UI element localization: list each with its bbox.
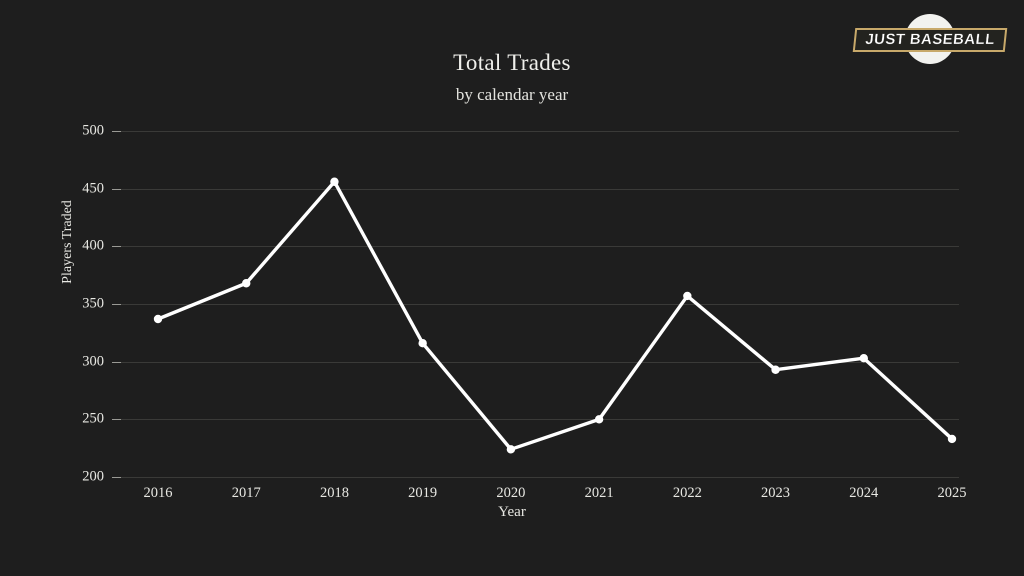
gridline bbox=[121, 477, 959, 478]
y-tick-mark bbox=[112, 131, 121, 132]
gridline bbox=[121, 131, 959, 132]
just-baseball-logo: JUST BASEBALL bbox=[852, 14, 1008, 66]
data-point-marker: 2025: 233 bbox=[947, 434, 957, 444]
x-tick-label: 2025 bbox=[937, 485, 967, 501]
plot-area: 2016: 337 2017: 368 2018: 456 2019: 316 2020… bbox=[121, 131, 959, 478]
y-tick-mark bbox=[112, 361, 121, 363]
data-point-marker: 2016: 337 bbox=[153, 314, 163, 324]
data-point-marker: 2024: 303 bbox=[859, 354, 868, 363]
x-tick-label: 2018 bbox=[319, 485, 349, 501]
y-tick-mark bbox=[112, 419, 121, 421]
data-point-marker: 2017: 368 bbox=[242, 279, 251, 288]
data-point-marker: 2023: 293 bbox=[771, 365, 780, 374]
y-tick-mark bbox=[112, 304, 121, 305]
x-tick-label: 2022 bbox=[672, 485, 702, 501]
y-tick-label: 200 bbox=[82, 468, 104, 485]
data-point-marker: 2020: 224 bbox=[506, 445, 516, 454]
chart-title: Total Trades bbox=[453, 50, 571, 75]
x-tick-label: 2023 bbox=[761, 485, 791, 501]
x-tick-label: 2019 bbox=[408, 485, 438, 501]
y-tick-mark bbox=[112, 477, 121, 478]
logo-text: JUST BASEBALL bbox=[864, 31, 996, 48]
x-tick-label: 2020 bbox=[496, 485, 526, 501]
y-tick-label: 450 bbox=[82, 180, 104, 197]
y-tick-label: 400 bbox=[82, 237, 104, 254]
line-series: 2016: 337 2017: 368 2018: 456 2019: 316 2020… bbox=[153, 177, 957, 454]
series-line bbox=[156, 180, 954, 452]
y-tick-label: 300 bbox=[82, 353, 104, 370]
gridline bbox=[121, 419, 959, 421]
y-tick-mark bbox=[112, 246, 121, 248]
gridline bbox=[121, 188, 959, 190]
data-point-marker: 2022: 357 bbox=[683, 291, 692, 301]
data-point-marker: 2021: 250 bbox=[594, 415, 604, 424]
y-tick-label: 250 bbox=[82, 410, 104, 427]
chart-subtitle: by calendar year bbox=[455, 85, 569, 104]
x-axis-label: Year bbox=[498, 504, 526, 520]
gridline bbox=[121, 304, 959, 305]
gridline bbox=[121, 361, 959, 363]
y-tick-label: 350 bbox=[82, 295, 104, 312]
x-tick-label: 2017 bbox=[231, 485, 261, 501]
y-tick-label: 500 bbox=[82, 122, 104, 139]
data-point-marker: 2018: 456 bbox=[330, 177, 339, 186]
x-tick-label: 2024 bbox=[849, 485, 879, 501]
gridline bbox=[121, 246, 959, 248]
data-point-marker: 2019: 316 bbox=[418, 339, 427, 348]
y-tick-mark bbox=[112, 188, 121, 190]
x-tick-label: 2021 bbox=[584, 485, 614, 501]
x-tick-label: 2016 bbox=[143, 485, 173, 501]
